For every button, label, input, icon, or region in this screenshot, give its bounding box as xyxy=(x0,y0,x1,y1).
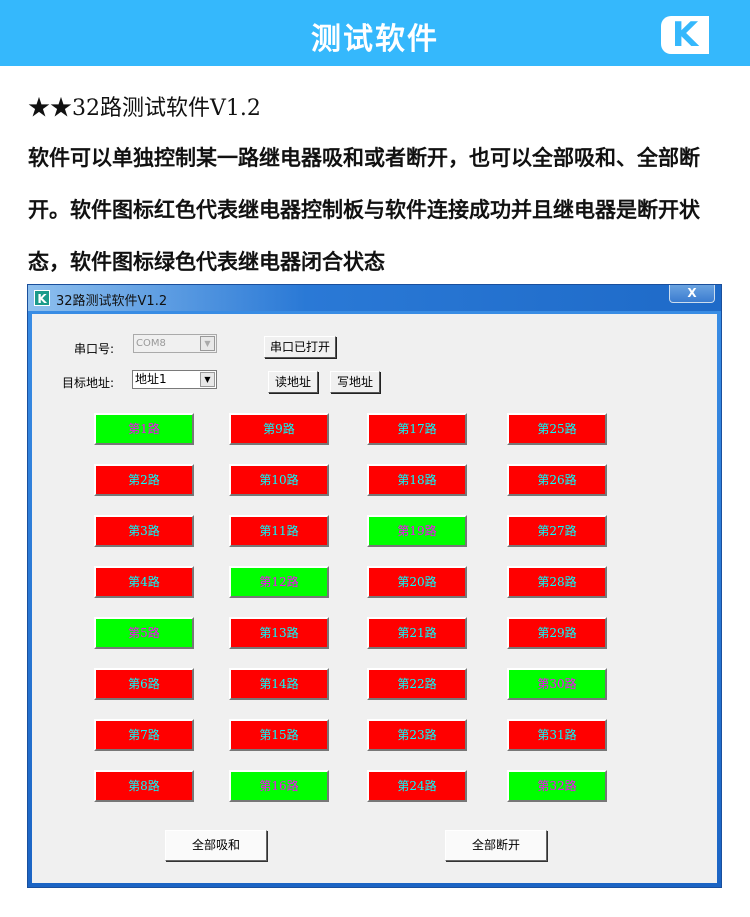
relay-button-28[interactable]: 第28路 xyxy=(507,566,607,598)
relay-button-22[interactable]: 第22路 xyxy=(367,668,467,700)
all-on-button[interactable]: 全部吸和 xyxy=(165,830,267,861)
description-text: 软件可以单独控制某一路继电器吸和或者断开，也可以全部吸和、全部断开。软件图标红色… xyxy=(28,145,700,274)
port-select[interactable]: COM8 ▼ xyxy=(133,334,217,353)
port-label: 串口号: xyxy=(74,342,115,356)
address-label: 目标地址: xyxy=(62,376,115,390)
relay-button-18[interactable]: 第18路 xyxy=(367,464,467,496)
relay-button-25[interactable]: 第25路 xyxy=(507,413,607,445)
window-client: 串口号: COM8 ▼ 串口已打开 目标地址: 地址1 ▼ 读地址 写地址 第1路第… xyxy=(32,314,717,883)
relay-button-31[interactable]: 第31路 xyxy=(507,719,607,751)
relay-button-13[interactable]: 第13路 xyxy=(229,617,329,649)
relay-button-3[interactable]: 第3路 xyxy=(94,515,194,547)
read-address-button[interactable]: 读地址 xyxy=(268,371,318,393)
banner-title: 测试软件 xyxy=(311,22,439,57)
close-button[interactable]: X xyxy=(669,285,715,303)
all-off-button[interactable]: 全部断开 xyxy=(445,830,547,861)
relay-button-24[interactable]: 第24路 xyxy=(367,770,467,802)
relay-button-14[interactable]: 第14路 xyxy=(229,668,329,700)
relay-button-2[interactable]: 第2路 xyxy=(94,464,194,496)
section-heading: ★★32路测试软件V1.2 xyxy=(28,96,261,121)
header-banner: 测试软件 K xyxy=(0,0,750,66)
relay-button-23[interactable]: 第23路 xyxy=(367,719,467,751)
relay-button-7[interactable]: 第7路 xyxy=(94,719,194,751)
relay-button-6[interactable]: 第6路 xyxy=(94,668,194,700)
relay-button-27[interactable]: 第27路 xyxy=(507,515,607,547)
relay-button-5[interactable]: 第5路 xyxy=(94,617,194,649)
relay-button-20[interactable]: 第20路 xyxy=(367,566,467,598)
app-window: K 32路测试软件V1.2 X 串口号: COM8 ▼ 串口已打开 目标地址: 地… xyxy=(27,284,722,888)
relay-button-10[interactable]: 第10路 xyxy=(229,464,329,496)
relay-button-26[interactable]: 第26路 xyxy=(507,464,607,496)
port-value: COM8 xyxy=(136,338,166,349)
address-value: 地址1 xyxy=(135,372,167,386)
relay-button-32[interactable]: 第32路 xyxy=(507,770,607,802)
relay-button-4[interactable]: 第4路 xyxy=(94,566,194,598)
relay-button-17[interactable]: 第17路 xyxy=(367,413,467,445)
relay-button-1[interactable]: 第1路 xyxy=(94,413,194,445)
relay-button-9[interactable]: 第9路 xyxy=(229,413,329,445)
relay-button-15[interactable]: 第15路 xyxy=(229,719,329,751)
port-open-button[interactable]: 串口已打开 xyxy=(264,336,336,358)
relay-button-11[interactable]: 第11路 xyxy=(229,515,329,547)
relay-button-29[interactable]: 第29路 xyxy=(507,617,607,649)
relay-button-8[interactable]: 第8路 xyxy=(94,770,194,802)
brand-logo: K xyxy=(661,16,709,54)
relay-button-16[interactable]: 第16路 xyxy=(229,770,329,802)
chevron-down-icon: ▼ xyxy=(200,336,215,351)
chevron-down-icon: ▼ xyxy=(200,372,215,387)
write-address-button[interactable]: 写地址 xyxy=(330,371,380,393)
address-select[interactable]: 地址1 ▼ xyxy=(132,370,217,389)
relay-button-12[interactable]: 第12路 xyxy=(229,566,329,598)
window-title: 32路测试软件V1.2 xyxy=(56,294,168,309)
relay-button-30[interactable]: 第30路 xyxy=(507,668,607,700)
window-titlebar[interactable]: K 32路测试软件V1.2 X xyxy=(28,285,721,311)
relay-button-19[interactable]: 第19路 xyxy=(367,515,467,547)
app-icon: K xyxy=(34,290,50,306)
relay-button-21[interactable]: 第21路 xyxy=(367,617,467,649)
